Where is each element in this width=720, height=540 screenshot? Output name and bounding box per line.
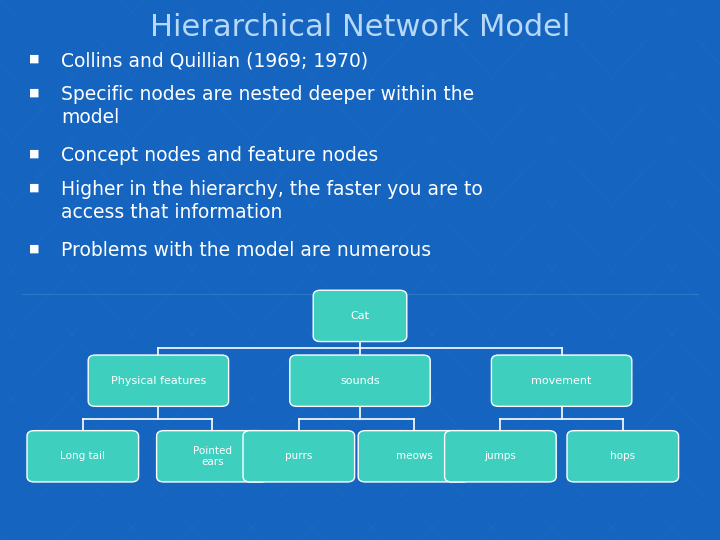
FancyBboxPatch shape bbox=[89, 355, 229, 406]
Text: Hierarchical Network Model: Hierarchical Network Model bbox=[150, 14, 570, 43]
Text: Physical features: Physical features bbox=[111, 376, 206, 386]
Text: Pointed
ears: Pointed ears bbox=[193, 446, 232, 467]
Text: purrs: purrs bbox=[285, 451, 312, 461]
Text: Cat: Cat bbox=[351, 311, 369, 321]
Text: ■: ■ bbox=[29, 54, 40, 64]
FancyBboxPatch shape bbox=[358, 431, 469, 482]
FancyBboxPatch shape bbox=[243, 431, 354, 482]
Text: ■: ■ bbox=[29, 244, 40, 254]
Text: jumps: jumps bbox=[485, 451, 516, 461]
Text: Higher in the hierarchy, the faster you are to
access that information: Higher in the hierarchy, the faster you … bbox=[61, 180, 483, 221]
FancyBboxPatch shape bbox=[313, 291, 407, 342]
Text: ■: ■ bbox=[29, 149, 40, 159]
Text: Problems with the model are numerous: Problems with the model are numerous bbox=[61, 241, 431, 260]
Text: Specific nodes are nested deeper within the
model: Specific nodes are nested deeper within … bbox=[61, 85, 474, 126]
FancyBboxPatch shape bbox=[567, 431, 679, 482]
FancyBboxPatch shape bbox=[491, 355, 632, 406]
FancyBboxPatch shape bbox=[27, 431, 138, 482]
FancyBboxPatch shape bbox=[156, 431, 268, 482]
Text: hops: hops bbox=[611, 451, 635, 461]
Text: sounds: sounds bbox=[340, 376, 380, 386]
Text: Collins and Quillian (1969; 1970): Collins and Quillian (1969; 1970) bbox=[61, 51, 369, 70]
Text: Concept nodes and feature nodes: Concept nodes and feature nodes bbox=[61, 146, 379, 165]
Text: movement: movement bbox=[531, 376, 592, 386]
Text: meows: meows bbox=[395, 451, 433, 461]
Text: ■: ■ bbox=[29, 87, 40, 98]
Text: ■: ■ bbox=[29, 183, 40, 193]
Text: Long tail: Long tail bbox=[60, 451, 105, 461]
FancyBboxPatch shape bbox=[289, 355, 430, 406]
FancyBboxPatch shape bbox=[444, 431, 556, 482]
